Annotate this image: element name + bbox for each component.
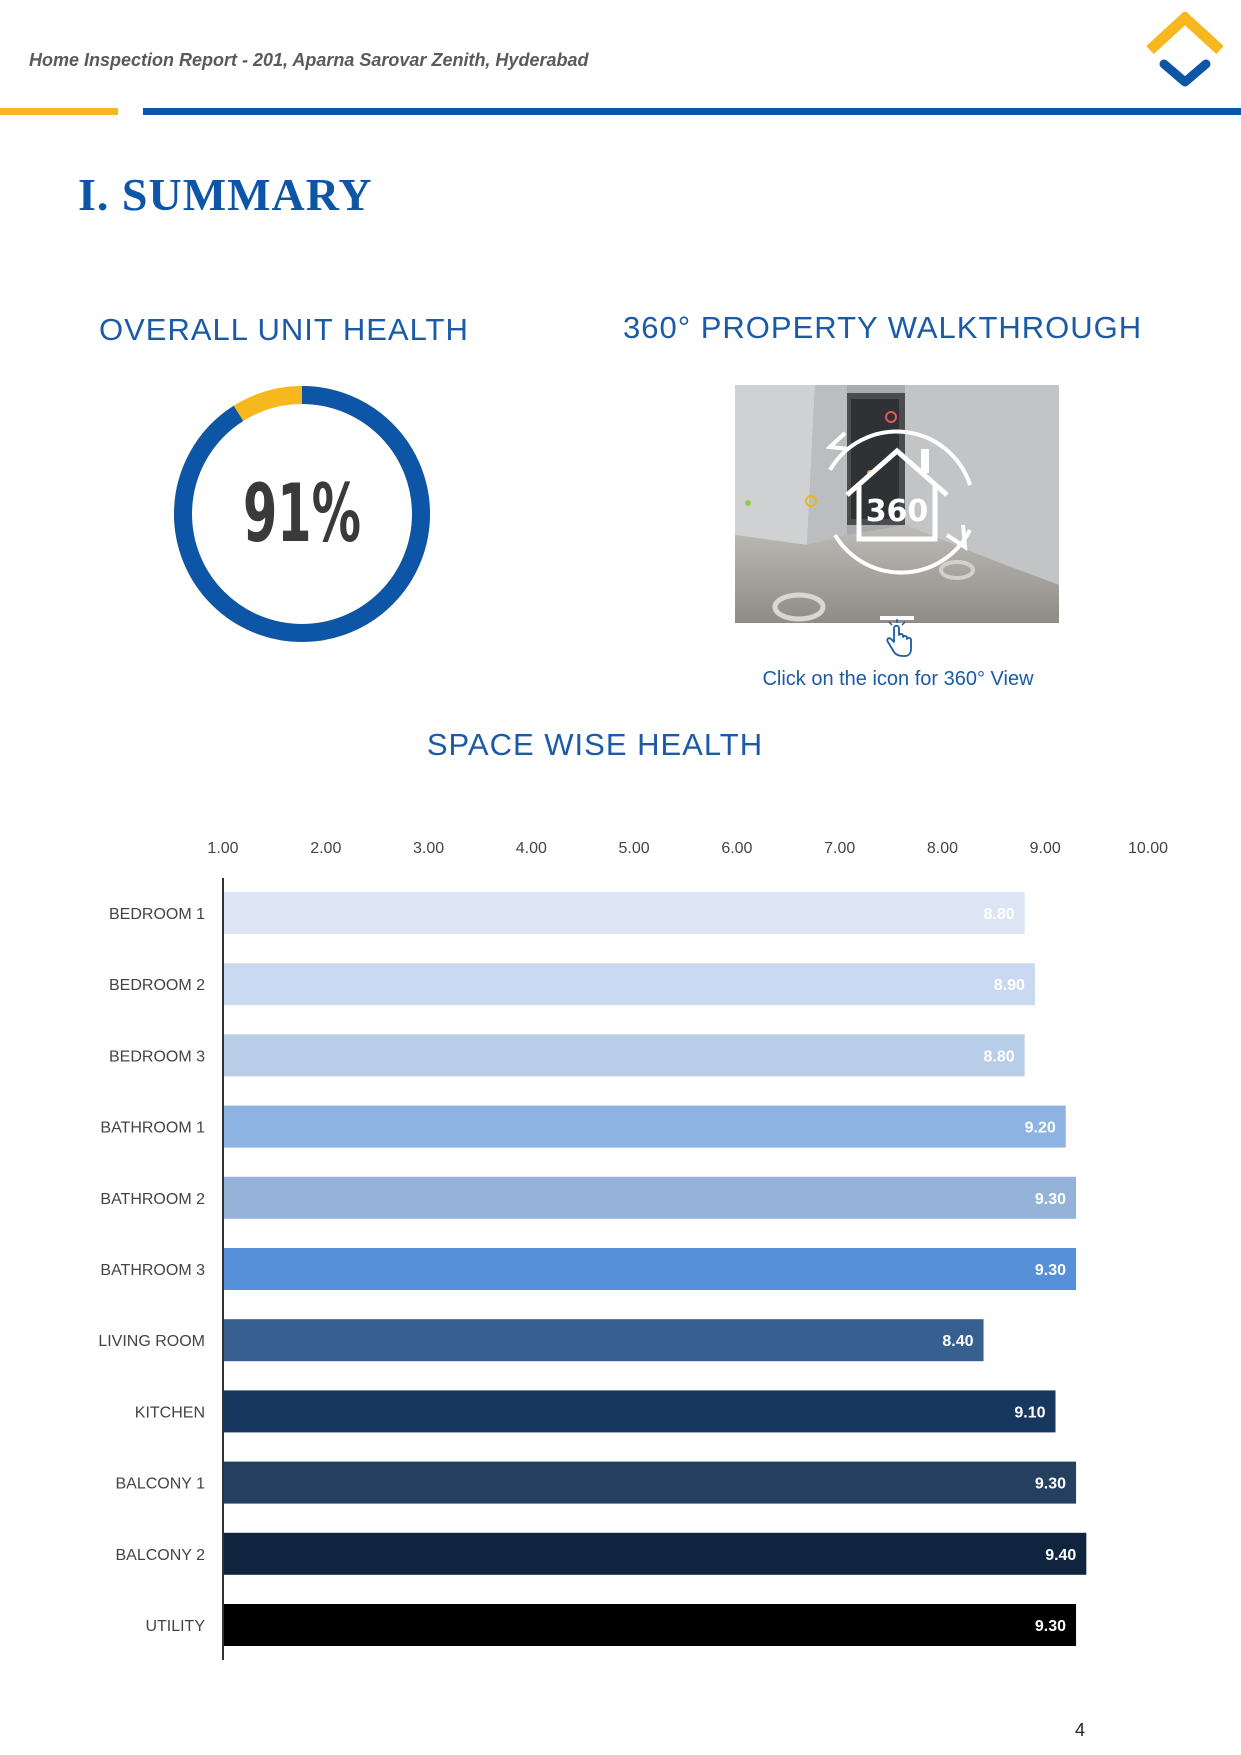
header-rule-yellow xyxy=(0,108,118,115)
overall-health-arc xyxy=(174,386,430,642)
bar xyxy=(223,1319,984,1362)
data-label: 8.80 xyxy=(984,906,1015,923)
x-tick-label: 3.00 xyxy=(413,840,444,857)
bar xyxy=(223,1604,1077,1646)
space-health-chart: 1.00 2.00 3.00 4.00 5.00 6.00 7.00 8.00 9.00 10.0… xyxy=(98,840,1168,1660)
data-label: 9.20 xyxy=(1025,1120,1056,1137)
category-label: LIVING ROOM xyxy=(98,1333,205,1350)
bar xyxy=(223,1461,1077,1504)
data-label: 8.40 xyxy=(942,1333,973,1350)
x-tick-label: 9.00 xyxy=(1030,840,1061,857)
x-tick-label: 6.00 xyxy=(721,840,752,857)
data-label: 8.90 xyxy=(994,977,1025,994)
bar xyxy=(223,1248,1077,1290)
category-label: BATHROOM 2 xyxy=(100,1191,205,1208)
category-label: BEDROOM 3 xyxy=(109,1048,205,1065)
360-badge-text: 360 xyxy=(866,494,929,529)
pointing-hand-icon[interactable] xyxy=(878,616,916,660)
x-tick-label: 5.00 xyxy=(619,840,650,857)
category-label: KITCHEN xyxy=(135,1404,205,1421)
x-tick-label: 2.00 xyxy=(310,840,341,857)
section-title: I. SUMMARY xyxy=(78,169,373,220)
header-rule-blue xyxy=(143,108,1241,115)
walkthrough-note: Click on the icon for 360° View xyxy=(762,668,1034,690)
data-label: 9.30 xyxy=(1035,1476,1066,1493)
category-label: UTILITY xyxy=(145,1618,205,1635)
bar xyxy=(223,963,1035,1006)
bar xyxy=(223,1105,1066,1148)
data-label: 9.40 xyxy=(1045,1547,1076,1564)
overall-health-value: 91% xyxy=(243,467,361,560)
category-label: BALCONY 2 xyxy=(115,1547,205,1564)
x-tick-label: 1.00 xyxy=(207,840,238,857)
data-label: 8.80 xyxy=(984,1048,1015,1065)
category-label: BATHROOM 1 xyxy=(100,1120,205,1137)
bar xyxy=(223,1532,1087,1575)
page-number: 4 xyxy=(1075,1720,1086,1740)
x-tick-label: 7.00 xyxy=(824,840,855,857)
bar xyxy=(223,1176,1077,1219)
category-label: BEDROOM 2 xyxy=(109,977,205,994)
data-label: 9.10 xyxy=(1014,1404,1045,1421)
walkthrough-title: 360° PROPERTY WALKTHROUGH xyxy=(623,310,1143,345)
house-chevron-logo-icon xyxy=(1146,12,1224,87)
360-house-icon[interactable]: 360 xyxy=(825,429,972,575)
space-health-title: SPACE WISE HEALTH xyxy=(426,727,764,762)
overall-health-donut: 91% xyxy=(174,386,430,642)
x-tick-label: 8.00 xyxy=(927,840,958,857)
report-header-title: Home Inspection Report - 201, Aparna Sar… xyxy=(29,50,589,70)
bar xyxy=(223,1034,1025,1077)
x-tick-label: 4.00 xyxy=(516,840,547,857)
bar xyxy=(223,1390,1056,1433)
category-label: BALCONY 1 xyxy=(115,1476,205,1493)
x-tick-label: 10.00 xyxy=(1128,840,1168,857)
data-label: 9.30 xyxy=(1035,1262,1066,1279)
overall-health-title: OVERALL UNIT HEALTH xyxy=(99,312,469,347)
bar xyxy=(223,892,1025,934)
walkthrough-thumbnail[interactable]: 360 xyxy=(735,385,1059,623)
data-label: 9.30 xyxy=(1035,1191,1066,1208)
data-label: 9.30 xyxy=(1035,1618,1066,1635)
category-label: BATHROOM 3 xyxy=(100,1262,205,1279)
category-label: BEDROOM 1 xyxy=(109,906,205,923)
